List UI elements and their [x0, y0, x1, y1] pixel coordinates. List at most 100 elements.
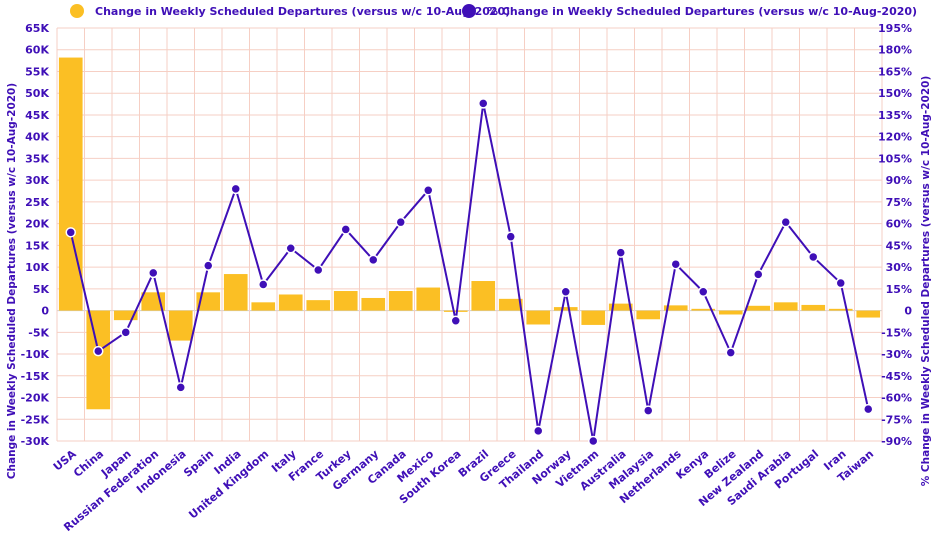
bar-united-kingdom: [251, 302, 276, 311]
bar-canada: [388, 291, 413, 311]
bar-greece: [498, 298, 523, 311]
left-tick-label: 65K: [25, 22, 49, 35]
left-tick-label: 55K: [25, 65, 49, 78]
point-south-korea: [450, 315, 461, 326]
point-india: [230, 183, 241, 195]
left-tick-label: 60K: [25, 44, 49, 57]
bar-japan: [113, 310, 138, 321]
left-tick-label: -10K: [21, 348, 50, 361]
left-tick-label: -30K: [21, 435, 50, 448]
right-tick-label: 15%: [886, 283, 912, 296]
bar-turkey: [333, 291, 358, 311]
bar-kenya: [691, 308, 716, 311]
right-tick-label: -30%: [881, 348, 912, 361]
right-tick-label: -15%: [881, 326, 912, 339]
left-axis-ticks: -30K -25K -20K -15K -10K -5K 0 5K 10K 15K 20K 25K 30…: [21, 22, 50, 448]
right-tick-label: -60%: [881, 392, 912, 405]
right-tick-label: 150%: [878, 87, 912, 100]
right-tick-label: 195%: [878, 22, 912, 35]
legend-line-marker: [462, 4, 476, 18]
right-tick-label: 120%: [878, 131, 912, 144]
left-tick-label: 0: [41, 305, 49, 318]
category-label: China: [71, 447, 106, 479]
bar-saudi-arabia: [773, 302, 798, 311]
bar-netherlands: [663, 305, 688, 311]
point-usa: [65, 227, 76, 238]
left-tick-label: -5K: [28, 326, 49, 339]
bar-usa: [58, 57, 83, 311]
right-tick-label: -75%: [881, 413, 912, 426]
right-tick-label: -45%: [881, 370, 912, 383]
left-tick-label: -20K: [21, 392, 50, 405]
bar-taiwan: [856, 310, 881, 318]
right-tick-label: 105%: [878, 152, 912, 165]
point-japan: [120, 327, 131, 338]
bar-france: [306, 300, 331, 311]
point-portugal: [808, 251, 819, 263]
point-new-zealand: [753, 269, 764, 280]
point-united-kingdom: [258, 279, 269, 290]
legend: Change in Weekly Scheduled Departures (v…: [70, 4, 917, 18]
point-kenya: [698, 286, 709, 297]
bar-vietnam: [581, 310, 606, 325]
bar-portugal: [801, 304, 826, 311]
bar-new-zealand: [746, 305, 771, 311]
left-tick-label: 25K: [25, 196, 49, 209]
legend-bar-marker: [70, 4, 84, 18]
bar-thailand: [526, 310, 551, 325]
bar-malaysia: [636, 310, 661, 320]
point-saudi-arabia: [780, 216, 791, 228]
left-tick-label: 40K: [25, 131, 49, 144]
bar-australia: [608, 303, 633, 311]
line-series: [65, 98, 874, 447]
category-label: Spain: [181, 447, 216, 479]
right-tick-label: 30%: [886, 261, 912, 274]
left-tick-label: 20K: [25, 218, 49, 231]
point-spain: [203, 260, 214, 271]
left-tick-label: 45K: [25, 109, 49, 122]
bar-italy: [278, 294, 303, 311]
point-canada: [395, 216, 406, 228]
bar-iran: [828, 308, 853, 311]
point-malaysia: [643, 405, 654, 416]
left-tick-label: 30K: [25, 174, 49, 187]
legend-line-label: % Change in Weekly Scheduled Departures …: [487, 5, 917, 18]
bar-norway: [553, 307, 578, 311]
left-tick-label: 50K: [25, 87, 49, 100]
bar-south-korea: [443, 310, 468, 312]
right-tick-label: 90%: [886, 174, 912, 187]
bar-india: [223, 274, 248, 311]
left-axis-title: Change in Weekly Scheduled Departures (v…: [6, 83, 18, 479]
right-axis-title: % Change in Weekly Scheduled Departures …: [920, 76, 932, 487]
point-greece: [505, 231, 516, 242]
bar-series: [58, 57, 881, 410]
left-tick-label: 10K: [25, 261, 49, 274]
point-china: [93, 345, 104, 357]
left-tick-label: -15K: [21, 370, 50, 383]
bar-china: [86, 310, 111, 410]
point-iran: [835, 277, 846, 289]
left-tick-label: 15K: [25, 239, 49, 252]
right-tick-label: 180%: [878, 44, 912, 57]
point-taiwan: [863, 403, 874, 415]
point-italy: [285, 243, 296, 254]
left-tick-label: -25K: [21, 413, 50, 426]
point-thailand: [533, 425, 544, 437]
point-belize: [725, 347, 736, 358]
right-tick-label: 75%: [886, 196, 912, 209]
gridlines: [56, 27, 883, 442]
bar-spain: [196, 292, 221, 311]
point-turkey: [340, 224, 351, 235]
point-indonesia: [175, 382, 186, 393]
pct-change-line: [69, 102, 870, 442]
point-germany: [368, 254, 379, 266]
bar-belize: [718, 310, 743, 315]
bar-germany: [361, 297, 386, 311]
point-norway: [560, 286, 571, 297]
bar-indonesia: [168, 310, 193, 341]
right-tick-label: 135%: [878, 109, 912, 122]
left-tick-label: 5K: [33, 283, 50, 296]
